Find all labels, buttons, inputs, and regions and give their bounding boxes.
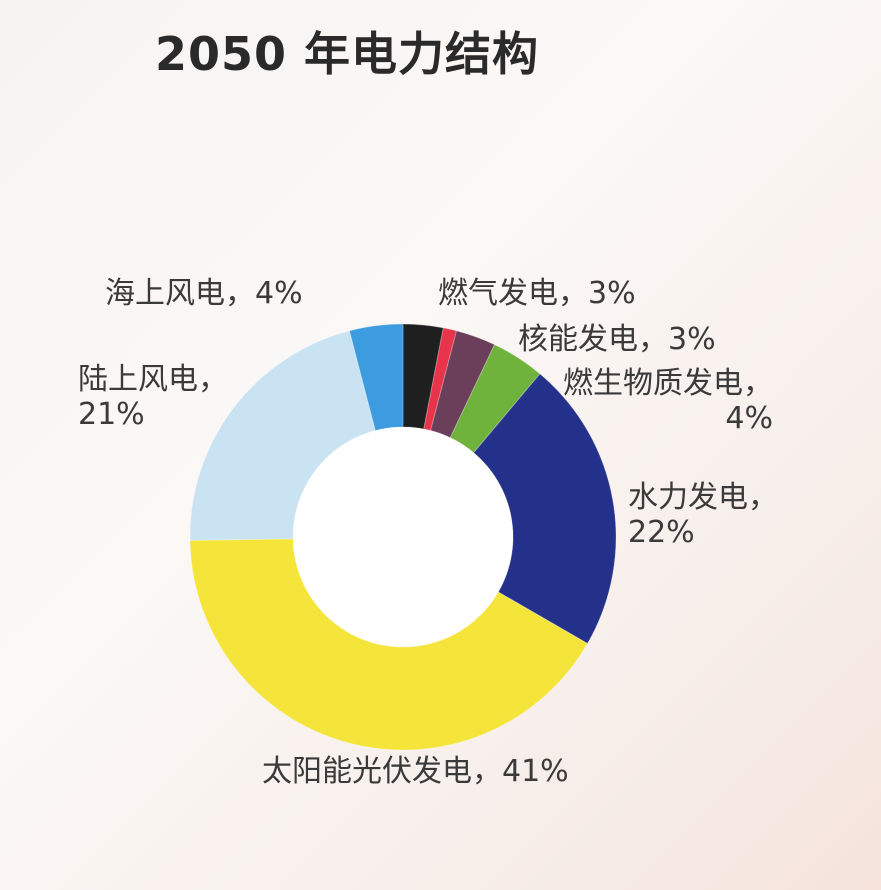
label-offshore-wind-value: 4% <box>255 276 303 311</box>
label-nuclear-value: 3% <box>668 322 716 357</box>
label-solar: 太阳能光伏发电，41% <box>262 754 569 789</box>
label-gas-value: 3% <box>588 276 636 311</box>
label-solar-value: 41% <box>502 754 569 789</box>
label-biomass-name: 燃生物质发电， <box>563 366 773 401</box>
label-nuclear-name: 核能发电， <box>518 322 668 357</box>
label-biomass-value: 4% <box>725 401 773 437</box>
label-onshore-wind: 陆上风电， 21% <box>78 362 228 433</box>
label-hydro-name: 水力发电， <box>628 480 778 515</box>
donut-hole <box>293 427 513 647</box>
label-gas: 燃气发电，3% <box>438 276 636 311</box>
label-onshore-wind-name: 陆上风电， <box>78 362 228 397</box>
label-biomass: 燃生物质发电， 4% <box>563 366 773 437</box>
label-solar-name: 太阳能光伏发电， <box>262 754 502 789</box>
label-onshore-wind-value: 21% <box>78 397 145 433</box>
label-offshore-wind: 海上风电，4% <box>105 276 303 311</box>
label-nuclear: 核能发电，3% <box>518 322 716 357</box>
label-offshore-wind-name: 海上风电， <box>105 276 255 311</box>
label-hydro-value: 22% <box>628 515 695 551</box>
chart-title: 2050 年电力结构 <box>155 27 540 81</box>
label-gas-name: 燃气发电， <box>438 276 588 311</box>
label-hydro: 水力发电， 22% <box>628 480 778 551</box>
